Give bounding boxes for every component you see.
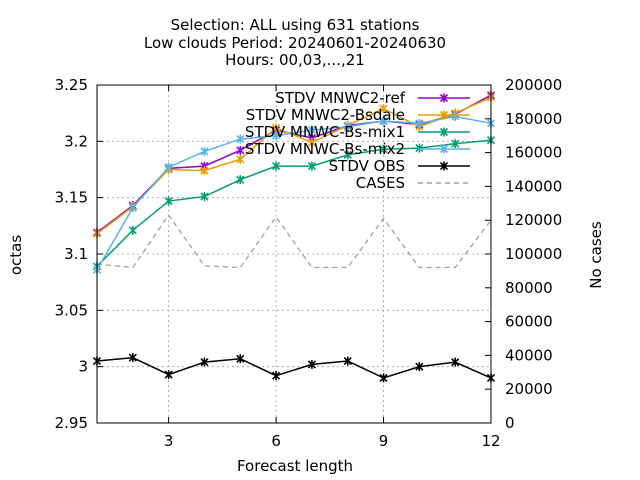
series-line-stdv-mnwc-bs-mix2 — [96, 115, 492, 271]
data-point-stdv-obs — [307, 359, 316, 369]
legend-item-stdv-mnwc-bs-mix2: STDV MNWC-Bs-mix2 — [245, 140, 470, 158]
y2-tick-label: 0 — [505, 414, 515, 432]
data-point-stdv-obs — [128, 353, 137, 363]
data-point-stdv-mnwc2-ref — [236, 145, 245, 155]
title-line-1: Selection: ALL using 631 stations — [171, 16, 420, 34]
y2-tick-label: 200000 — [505, 76, 562, 94]
data-point-stdv-mnwc-bs-mix2 — [343, 122, 352, 132]
y2-tick-label: 80000 — [505, 279, 553, 297]
chart-title: Selection: ALL using 631 stations Low cl… — [144, 16, 446, 69]
data-point-stdv-mnwc-bs-mix1 — [164, 196, 173, 206]
series-line-stdv-mnwc2-bsdale — [96, 96, 492, 235]
y2-axis-label: No cases — [587, 221, 605, 289]
series-line-stdv-obs — [96, 356, 492, 379]
grid — [97, 85, 491, 423]
data-point-stdv-mnwc-bs-mix2 — [200, 146, 209, 156]
data-point-stdv-mnwc-bs-mix1 — [379, 144, 388, 154]
legend-label: STDV MNWC2-Bsdale — [246, 106, 405, 124]
series-line-cases — [96, 213, 492, 269]
legend-label: STDV MNWC-Bs-mix1 — [245, 123, 405, 141]
data-point-stdv-mnwc-bs-mix1 — [343, 150, 352, 160]
data-point-stdv-mnwc2-bsdale — [236, 154, 245, 164]
data-point-stdv-obs — [343, 356, 352, 366]
data-point-stdv-obs — [236, 354, 245, 364]
legend-item-cases: CASES — [356, 174, 470, 192]
series-stdv-mnwc-bs-mix1 — [92, 135, 496, 271]
x-axis-label: Forecast length — [237, 457, 353, 475]
data-point-stdv-obs — [451, 357, 460, 367]
data-point-stdv-mnwc-bs-mix1 — [307, 161, 316, 171]
legend-label: CASES — [356, 174, 405, 192]
y2-tick-label: 20000 — [505, 380, 553, 398]
legend-marker — [439, 93, 449, 103]
data-point-stdv-mnwc-bs-mix1 — [415, 143, 424, 153]
legend-item-stdv-mnwc-bs-mix1: STDV MNWC-Bs-mix1 — [245, 123, 470, 141]
data-point-stdv-mnwc-bs-mix1 — [128, 225, 137, 235]
cases-series — [96, 213, 492, 269]
title-line-2: Low clouds Period: 20240601-20240630 — [144, 34, 446, 52]
y-tick-label: 3.25 — [55, 76, 88, 94]
data-point-stdv-mnwc-bs-mix2 — [128, 203, 137, 213]
legend-marker — [439, 161, 449, 171]
series-cases — [96, 213, 492, 269]
x-tick-label: 3 — [164, 432, 174, 450]
legend-item-stdv-mnwc2-bsdale: STDV MNWC2-Bsdale — [246, 106, 470, 124]
data-point-stdv-mnwc-bs-mix2 — [164, 162, 173, 172]
legend-marker — [439, 110, 449, 120]
data-point-stdv-mnwc-bs-mix1 — [272, 161, 281, 171]
x-tick-label: 9 — [379, 432, 389, 450]
data-point-stdv-obs — [379, 373, 388, 383]
data-point-stdv-mnwc2-bsdale — [200, 166, 209, 176]
x-tick-label: 6 — [271, 432, 281, 450]
y-tick-label: 2.95 — [55, 414, 88, 432]
series-stdv-obs — [92, 353, 496, 383]
y2-tick-label: 40000 — [505, 346, 553, 364]
legend-item-stdv-obs: STDV OBS — [329, 157, 470, 175]
y2-tick-label: 120000 — [505, 211, 562, 229]
legend-marker — [439, 127, 449, 137]
data-point-stdv-mnwc-bs-mix2 — [451, 112, 460, 122]
data-point-stdv-mnwc-bs-mix1 — [451, 139, 460, 149]
legend-label: STDV OBS — [329, 157, 405, 175]
data-point-stdv-mnwc2-bsdale — [307, 137, 316, 147]
data-point-stdv-obs — [164, 370, 173, 380]
series-lines — [92, 90, 496, 383]
legend-label: STDV MNWC-Bs-mix2 — [245, 140, 405, 158]
y-tick-label: 3 — [78, 358, 88, 376]
title-line-3: Hours: 00,03,...,21 — [225, 51, 365, 69]
data-point-stdv-mnwc-bs-mix2 — [307, 125, 316, 135]
tick-labels: 3 6 9 12 2.95 3 3.05 3.1 3.15 3.2 3.25 0 20000 40000 6… — [55, 76, 563, 450]
series-line-stdv-mnwc-bs-mix1 — [96, 139, 492, 267]
y-tick-label: 3.15 — [55, 189, 88, 207]
data-point-stdv-mnwc2-bsdale — [379, 104, 388, 114]
data-point-stdv-mnwc-bs-mix2 — [415, 118, 424, 128]
data-point-stdv-mnwc-bs-mix2 — [379, 116, 388, 126]
data-point-stdv-mnwc-bs-mix2 — [236, 134, 245, 144]
y2-tick-label: 160000 — [505, 144, 562, 162]
y2-tick-label: 60000 — [505, 313, 553, 331]
legend-marker — [439, 144, 449, 154]
data-point-stdv-obs — [415, 362, 424, 372]
y2-tick-label: 100000 — [505, 245, 562, 263]
y-tick-label: 3.1 — [64, 245, 88, 263]
data-point-stdv-mnwc-bs-mix1 — [236, 175, 245, 185]
x-tick-label: 12 — [481, 432, 500, 450]
y-tick-label: 3.05 — [55, 301, 88, 319]
legend-label: STDV MNWC2-ref — [275, 89, 405, 107]
data-point-stdv-obs — [200, 357, 209, 367]
data-point-stdv-mnwc2-bsdale — [272, 123, 281, 133]
legend-item-stdv-mnwc2-ref: STDV MNWC2-ref — [275, 89, 470, 107]
y-axis-label: octas — [7, 235, 25, 275]
y-tick-label: 3.2 — [64, 132, 88, 150]
y2-tick-label: 180000 — [505, 110, 562, 128]
data-point-stdv-mnwc-bs-mix1 — [200, 192, 209, 202]
data-point-stdv-mnwc-bs-mix2 — [272, 131, 281, 141]
y2-tick-label: 140000 — [505, 177, 562, 195]
data-point-stdv-obs — [272, 371, 281, 381]
axis-ticks — [97, 84, 492, 424]
